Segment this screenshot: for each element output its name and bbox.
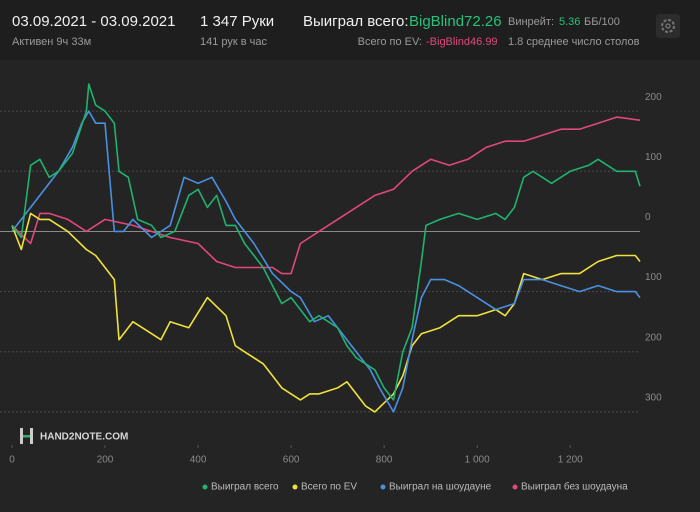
x-tick-label: 1 000: [465, 455, 490, 466]
settings-button[interactable]: [656, 14, 680, 38]
hands: 1 347 Руки: [200, 13, 274, 30]
winrate-value: 5.36: [559, 16, 580, 28]
legend-label: Выиграл без шоудауна: [521, 481, 628, 493]
legend-label: Выиграл на шоудауне: [389, 482, 492, 493]
hands-per-hour: 141 рук в час: [200, 36, 268, 48]
x-tick-label: 1 200: [558, 455, 583, 466]
y-tick-label: 200: [645, 332, 662, 343]
y-tick-label: 100: [645, 272, 662, 283]
legend-swatch: [292, 484, 298, 490]
tables: 1.8 среднее число столов: [508, 36, 640, 48]
series-line: [11, 83, 641, 401]
x-tick-label: 200: [97, 455, 114, 466]
x-tick-label: 600: [283, 455, 300, 466]
x-tick-label: 800: [376, 455, 393, 466]
y-tick-label: 100: [645, 152, 662, 163]
winrate-label: Винрейт:: [508, 16, 554, 28]
date-range: 03.09.2021 - 03.09.2021: [12, 13, 175, 30]
y-tick-label: 200: [645, 92, 662, 103]
x-tick-label: 400: [190, 455, 207, 466]
won-value: BigBlind72.26: [409, 13, 502, 30]
legend-swatch: [512, 484, 518, 490]
x-tick-label: 0: [9, 455, 15, 466]
ev-label: Всего по EV:: [358, 36, 422, 48]
series-line: [11, 110, 641, 413]
won-label: Выиграл всего:: [303, 13, 409, 30]
logo: HAND2NOTE.COM: [40, 432, 128, 443]
active-time: Активен 9ч 33м: [12, 36, 91, 48]
legend-label: Выиграл всего: [211, 482, 279, 493]
legend-swatch: [380, 484, 386, 490]
winrate-unit: ББ/100: [584, 16, 620, 28]
series-line: [11, 116, 641, 275]
y-tick-label: 300: [645, 393, 662, 404]
logo-icon: [20, 428, 33, 444]
plot-panel: [0, 60, 700, 512]
legend-swatch: [202, 484, 208, 490]
ev-value: -BigBlind46.99: [426, 36, 498, 48]
legend-label: Всего по EV: [301, 482, 357, 493]
y-tick-label: 0: [645, 212, 651, 223]
